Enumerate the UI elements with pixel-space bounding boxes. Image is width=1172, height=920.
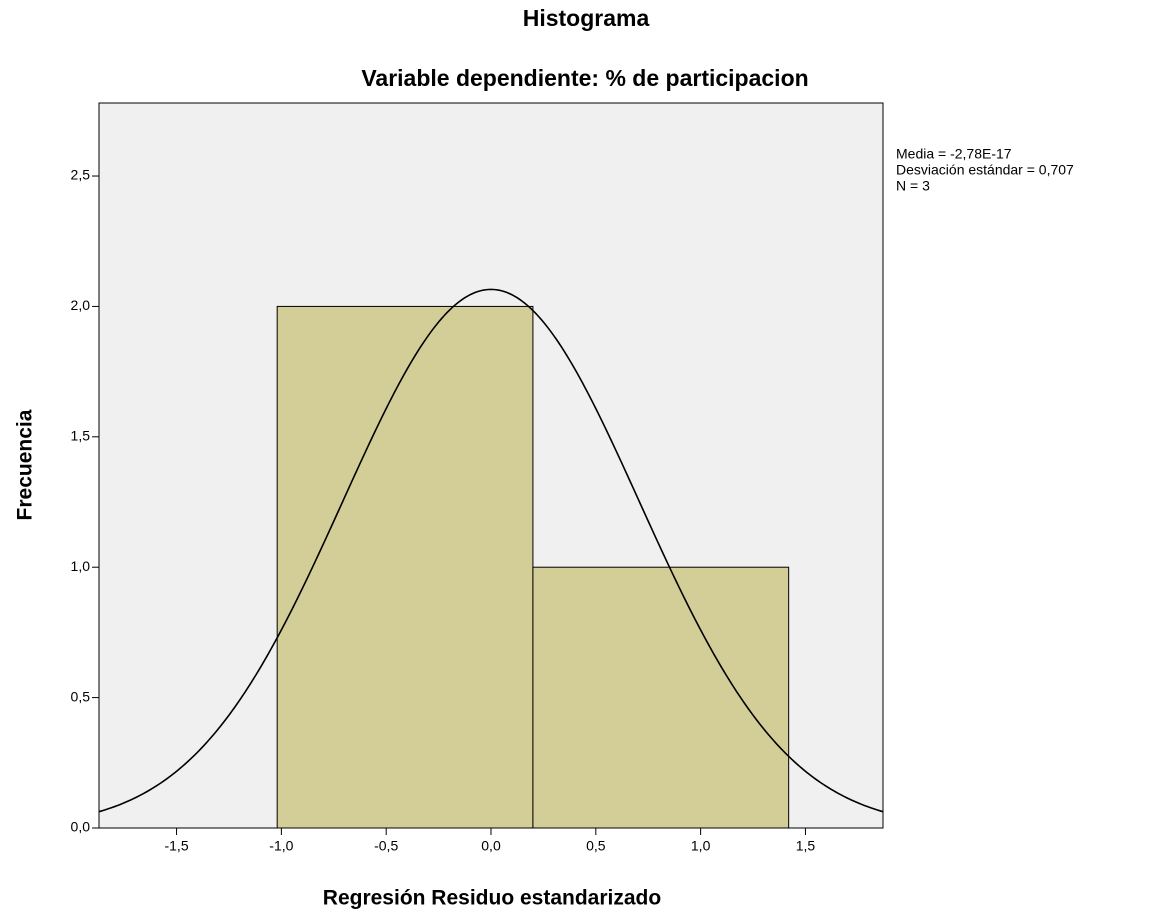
y-tick-label: 1,0 bbox=[71, 558, 91, 574]
stats-text: Media = -2,78E-17 bbox=[896, 146, 1012, 162]
y-tick-label: 2,5 bbox=[71, 167, 91, 183]
bar bbox=[532, 566, 790, 829]
x-tick-label: 1,5 bbox=[796, 838, 816, 854]
x-tick-label: -1,0 bbox=[269, 838, 293, 854]
x-tick-label: 0,0 bbox=[481, 838, 501, 854]
x-tick-label: 1,0 bbox=[691, 838, 711, 854]
chart-subtitle: Variable dependiente: % de participacion bbox=[361, 65, 808, 91]
x-tick-label: -1,5 bbox=[164, 838, 188, 854]
x-tick-label: 0,5 bbox=[586, 838, 606, 854]
stats-text: N = 3 bbox=[896, 178, 930, 194]
bar bbox=[276, 305, 534, 829]
x-axis-label: Regresión Residuo estandarizado bbox=[323, 887, 661, 910]
y-tick-label: 1,5 bbox=[71, 428, 91, 444]
chart-title: Histograma bbox=[523, 5, 650, 31]
y-axis-label: Frecuencia bbox=[14, 409, 37, 520]
y-tick-label: 0,0 bbox=[71, 819, 91, 835]
y-tick-label: 2,0 bbox=[71, 297, 91, 313]
normal-curve bbox=[98, 288, 884, 813]
x-tick-label: -0,5 bbox=[374, 838, 398, 854]
stats-text: Desviación estándar = 0,707 bbox=[896, 162, 1074, 178]
y-tick-label: 0,5 bbox=[71, 688, 91, 704]
